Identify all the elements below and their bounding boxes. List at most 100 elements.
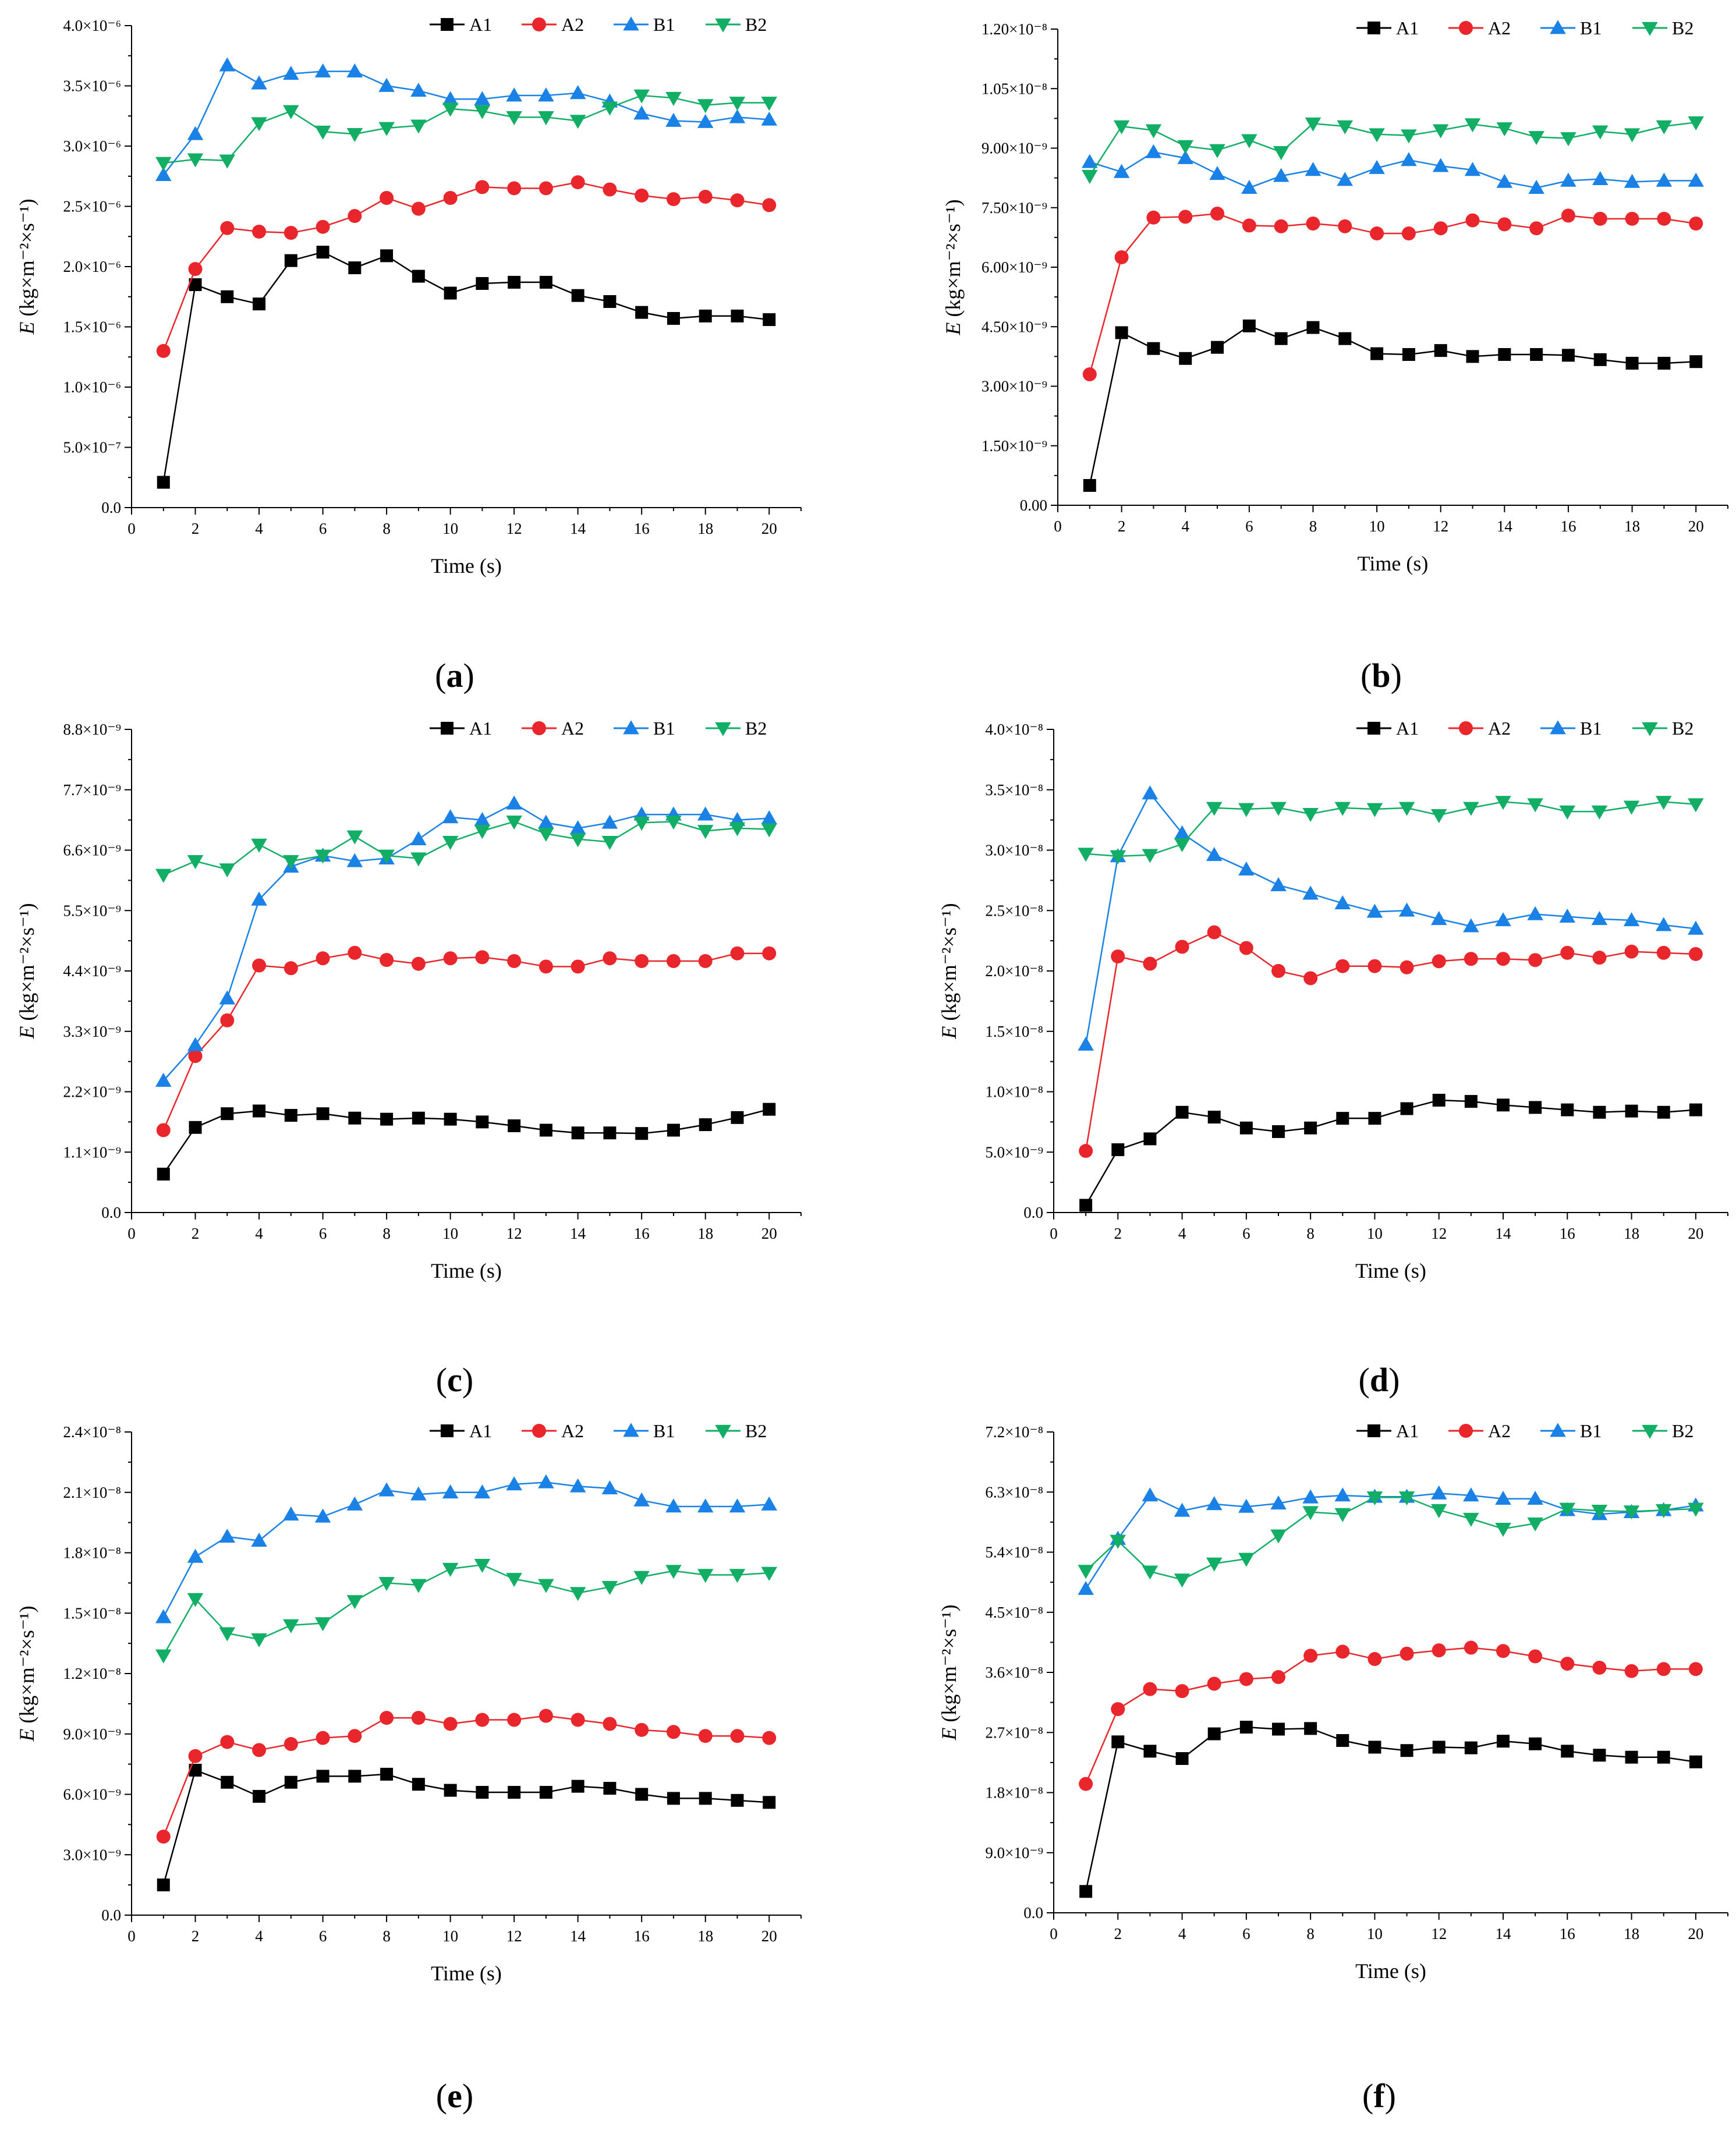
y-tick-label: 3.6×10⁻⁸ [985, 1664, 1043, 1681]
y-axis-title-variable: E [937, 1728, 961, 1741]
data-point-A1 [1207, 1727, 1221, 1740]
data-point-B1 [1623, 912, 1640, 927]
x-tick-label: 0 [1050, 1225, 1058, 1242]
data-point-A2 [411, 1711, 426, 1725]
data-point-A2 [380, 191, 394, 205]
y-tick-label: 1.5×10⁻⁸ [985, 1023, 1043, 1040]
data-point-A1 [1625, 1104, 1638, 1118]
x-tick-label: 0 [127, 520, 136, 537]
x-tick-label: 0 [127, 1225, 136, 1242]
data-point-B1 [1206, 847, 1223, 862]
data-point-A1 [667, 1792, 680, 1805]
panel-label-open: ( [1359, 1361, 1370, 1399]
data-point-B2 [1142, 1565, 1158, 1580]
y-tick-label: 2.1×10⁻⁸ [63, 1484, 121, 1501]
data-point-A1 [571, 1126, 584, 1140]
legend-label-A2: A2 [1488, 1420, 1511, 1441]
data-point-A2 [1624, 944, 1639, 959]
data-point-A1 [571, 1779, 584, 1793]
legend-marker-B2 [715, 722, 731, 736]
data-point-B1 [1432, 158, 1449, 172]
data-point-B1 [1302, 885, 1319, 900]
y-axis-title-units: (kg×m⁻²×s⁻¹) [15, 1605, 38, 1728]
legend-label-A1: A1 [1396, 718, 1419, 739]
x-tick-label: 16 [634, 520, 650, 537]
data-point-B2 [1366, 803, 1383, 817]
data-point-A2 [1367, 959, 1382, 973]
y-tick-label: 6.3×10⁻⁸ [985, 1483, 1043, 1501]
legend-marker-A1 [1367, 722, 1380, 735]
x-tick-label: 8 [382, 520, 391, 537]
y-tick-label: 3.0×10⁻⁶ [63, 137, 121, 155]
data-point-B2 [187, 153, 204, 168]
x-tick-label: 10 [442, 1927, 458, 1945]
data-point-A2 [1496, 952, 1510, 966]
data-point-A2 [507, 1713, 522, 1727]
data-point-A2 [635, 1722, 649, 1737]
data-point-A1 [157, 476, 170, 489]
series-line-B2 [163, 821, 770, 876]
y-tick-label: 0.0 [101, 1906, 121, 1924]
data-point-A1 [699, 1118, 712, 1132]
y-tick-label: 3.5×10⁻⁶ [63, 77, 121, 95]
series-line-A1 [1089, 325, 1696, 486]
x-tick-label: 4 [255, 1927, 263, 1945]
data-point-A1 [444, 1112, 457, 1126]
data-point-A1 [635, 1127, 649, 1140]
x-tick-label: 6 [1245, 517, 1253, 535]
data-point-B1 [378, 1482, 395, 1497]
y-tick-label: 0.0 [101, 1204, 121, 1221]
data-point-A2 [1207, 925, 1221, 940]
data-point-A1 [348, 261, 362, 275]
data-point-A2 [1178, 210, 1193, 224]
data-point-A2 [475, 180, 490, 194]
x-tick-label: 14 [570, 520, 586, 537]
data-point-B1 [1174, 825, 1191, 839]
data-point-A1 [1593, 1105, 1606, 1119]
data-point-A2 [443, 951, 458, 966]
data-point-B1 [1113, 164, 1130, 178]
data-point-A2 [411, 201, 426, 216]
y-axis-title-units: (kg×m⁻²×s⁻¹) [937, 1604, 961, 1727]
data-point-B1 [155, 1609, 172, 1623]
x-tick-label: 6 [1242, 1225, 1250, 1242]
series-line-A1 [162, 251, 770, 483]
y-tick-label: 6.0×10⁻⁹ [63, 1786, 121, 1803]
x-tick-label: 10 [442, 1225, 458, 1242]
data-point-B2 [155, 157, 172, 171]
legend-label-B2: B2 [745, 14, 767, 35]
data-point-A1 [157, 1878, 170, 1892]
y-tick-label: 1.1×10⁻⁹ [63, 1143, 121, 1161]
data-point-B1 [1398, 902, 1415, 917]
x-tick-label: 8 [382, 1225, 391, 1242]
data-point-B1 [1334, 1487, 1351, 1502]
data-point-A1 [1625, 1750, 1638, 1764]
panel-label: (d) [1359, 1361, 1400, 1399]
data-point-B1 [1560, 172, 1576, 187]
x-tick-label: 20 [1688, 517, 1704, 535]
data-point-A1 [1211, 341, 1224, 354]
data-point-A1 [253, 1789, 266, 1803]
x-tick-label: 14 [1497, 517, 1513, 535]
data-point-B2 [729, 822, 746, 836]
data-point-A1 [348, 1770, 362, 1783]
data-point-A1 [412, 1778, 425, 1791]
data-point-A1 [1083, 478, 1096, 492]
data-point-B1 [251, 891, 267, 906]
data-point-B2 [697, 99, 714, 114]
x-tick-label: 2 [1114, 1925, 1122, 1942]
y-tick-label: 2.4×10⁻⁸ [63, 1423, 121, 1441]
data-point-A2 [1689, 217, 1703, 231]
data-point-B2 [1142, 849, 1158, 863]
legend-label-A1: A1 [1396, 17, 1419, 38]
legend-marker-A2 [532, 721, 546, 735]
data-point-A2 [603, 182, 617, 197]
data-point-A2 [1656, 1662, 1671, 1676]
data-point-A2 [1274, 219, 1288, 233]
y-tick-label: 7.7×10⁻⁹ [63, 781, 121, 799]
data-point-A1 [603, 1782, 617, 1795]
panel-label-close: ) [1391, 657, 1402, 694]
data-point-B1 [633, 105, 650, 120]
data-point-A1 [348, 1111, 362, 1125]
series-line-B1 [162, 1481, 770, 1618]
